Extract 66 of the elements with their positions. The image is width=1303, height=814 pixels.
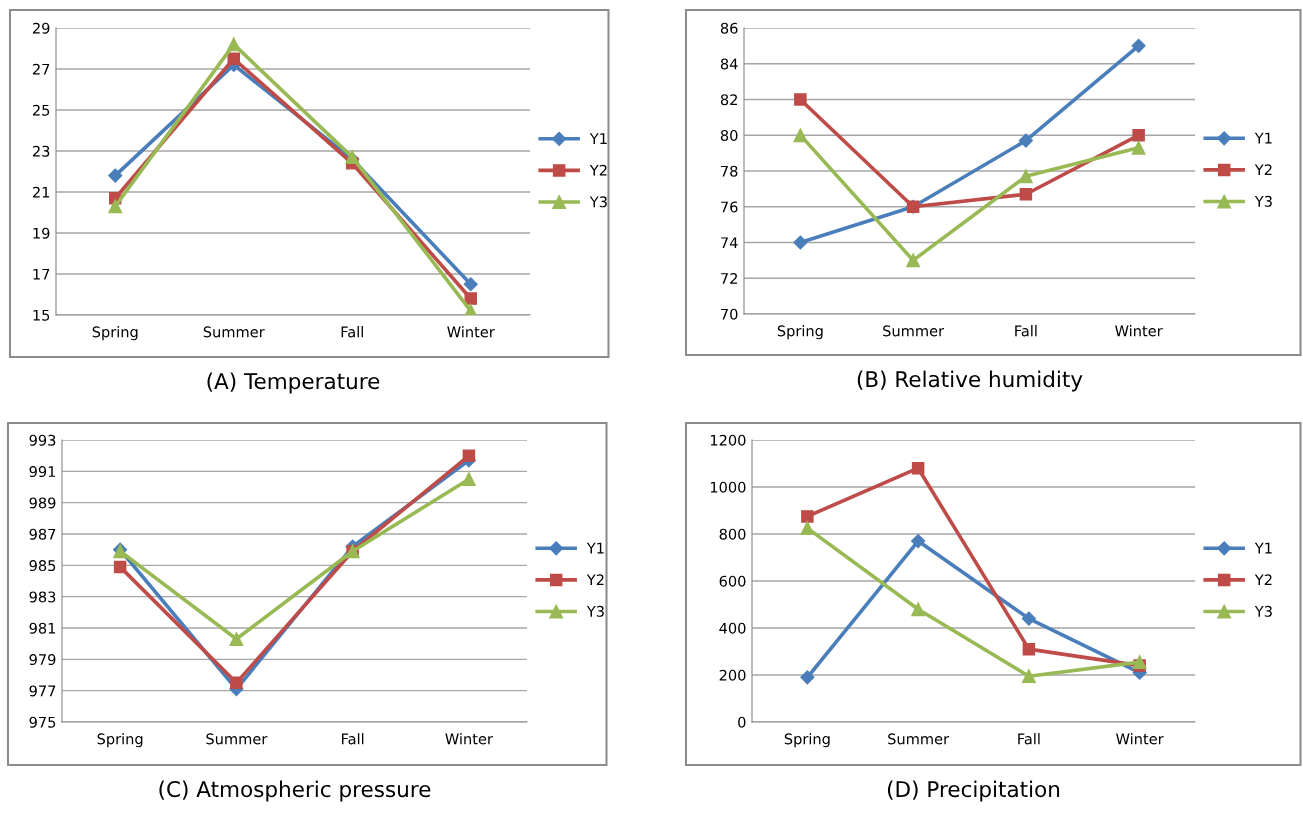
y-tick-label: 979 xyxy=(29,654,56,666)
y-tick-label: 400 xyxy=(719,622,746,634)
x-tick-label: Summer xyxy=(888,733,950,745)
x-tick-label: Summer xyxy=(206,733,268,745)
y-tick-label: 987 xyxy=(29,528,56,540)
x-tick-label: Fall xyxy=(341,326,363,338)
x-tick-label: Spring xyxy=(97,733,143,748)
y-tick-label: 17 xyxy=(33,268,50,280)
legend-label: Y2 xyxy=(1254,574,1272,586)
legend-label: Y1 xyxy=(586,542,604,554)
legend-label: Y2 xyxy=(589,164,607,176)
y-tick-label: 975 xyxy=(29,716,56,728)
y-tick-label: 1000 xyxy=(710,481,746,493)
y-tick-label: 200 xyxy=(719,669,746,681)
legend-label: Y3 xyxy=(586,605,604,617)
y-tick-label: 800 xyxy=(719,528,746,540)
x-tick-label: Summer xyxy=(883,325,945,337)
y-tick-label: 74 xyxy=(721,237,738,249)
y-tick-label: 989 xyxy=(29,497,56,509)
x-tick-label: Winter xyxy=(1115,325,1163,337)
legend-label: Y3 xyxy=(589,196,607,208)
y-tick-label: 70 xyxy=(721,308,738,320)
y-tick-label: 78 xyxy=(721,165,738,177)
x-tick-label: Winter xyxy=(445,733,493,745)
text: (B) Relative humidity xyxy=(857,370,1083,392)
legend-label: Y2 xyxy=(1254,164,1272,176)
y-tick-label: 1200 xyxy=(710,434,746,446)
y-tick-label: 80 xyxy=(720,129,738,141)
x-tick-label: Summer xyxy=(203,326,265,338)
y-tick-label: 977 xyxy=(29,685,56,697)
y-tick-label: 19 xyxy=(33,227,50,239)
x-tick-label: Fall xyxy=(342,733,364,745)
y-tick-label: 23 xyxy=(32,145,50,157)
y-tick-label: 993 xyxy=(29,434,56,446)
text: (A) Temperature xyxy=(207,372,380,394)
y-tick-label: 600 xyxy=(719,575,746,587)
x-tick-label: Spring xyxy=(784,733,830,748)
y-tick-label: 27 xyxy=(32,63,50,75)
legend-label: Y2 xyxy=(586,574,604,586)
y-tick-label: 0 xyxy=(738,716,746,728)
y-tick-label: 29 xyxy=(32,22,50,34)
y-tick-label: 25 xyxy=(32,104,50,116)
y-tick-label: 86 xyxy=(720,22,738,34)
y-tick-label: 21 xyxy=(32,186,50,198)
text: (C) Atmospheric pressure xyxy=(159,780,431,802)
y-tick-label: 983 xyxy=(29,591,56,603)
y-tick-label: 15 xyxy=(33,309,50,321)
legend-label: Y3 xyxy=(1254,605,1272,617)
y-tick-label: 72 xyxy=(721,272,737,284)
legend-label: Y1 xyxy=(589,133,607,144)
x-tick-label: Spring xyxy=(777,325,823,340)
legend-label: Y1 xyxy=(1254,542,1272,554)
text: (D) Precipitation xyxy=(887,780,1060,802)
legend-label: Y1 xyxy=(1254,132,1272,144)
y-tick-label: 991 xyxy=(29,466,56,478)
y-tick-label: 76 xyxy=(721,201,738,213)
x-tick-label: Fall xyxy=(1018,733,1040,745)
y-tick-label: 985 xyxy=(29,560,56,572)
y-tick-label: 82 xyxy=(720,94,737,106)
legend-label: Y3 xyxy=(1254,195,1272,207)
x-tick-label: Fall xyxy=(1015,325,1037,337)
x-tick-label: Winter xyxy=(447,326,495,338)
x-tick-label: Winter xyxy=(1116,733,1164,745)
y-tick-label: 981 xyxy=(29,622,56,634)
x-tick-label: Spring xyxy=(92,326,138,341)
y-tick-label: 84 xyxy=(720,58,738,70)
